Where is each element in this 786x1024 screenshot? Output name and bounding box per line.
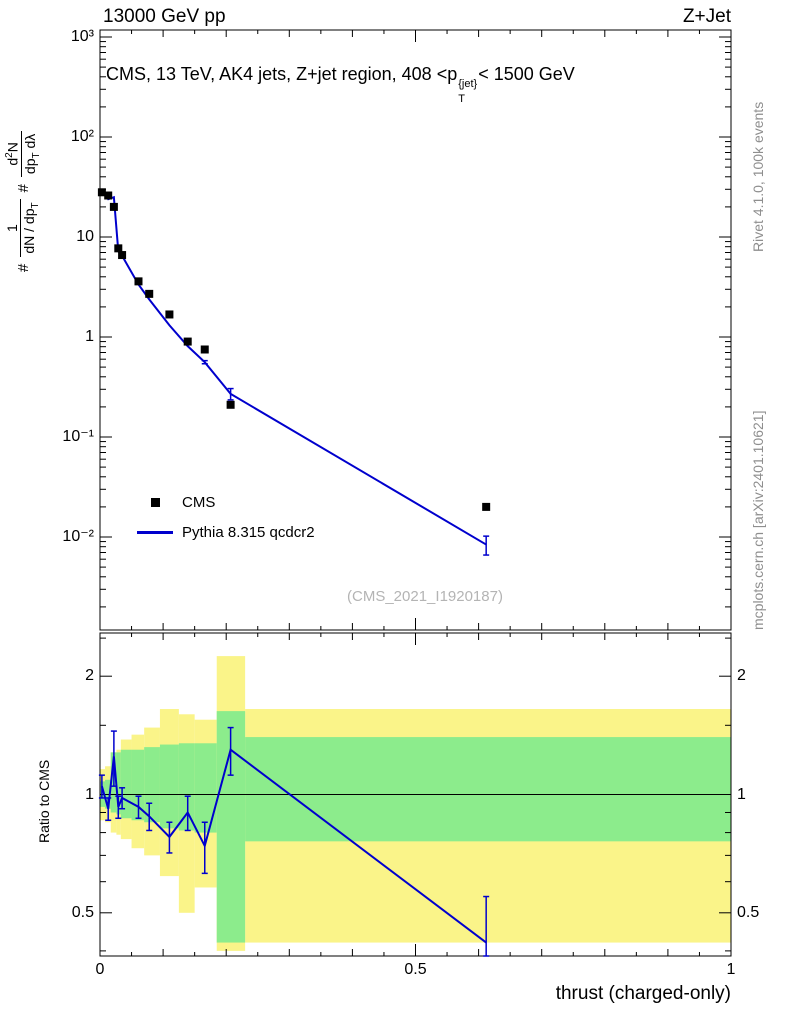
cms-data-point (118, 251, 127, 260)
pythia-curve (101, 189, 487, 546)
data-uncertainty-inner-band-bin (144, 747, 160, 823)
cms-data-point (165, 310, 174, 319)
legend: CMS Pythia 8.315 qcdcr2 (132, 487, 315, 547)
ylabel-frac2-num-text: d (4, 157, 21, 166)
cut-annotation: CMS, 13 TeV, AK4 jets, Z+jet region, 408… (106, 64, 575, 105)
cms-data-point (114, 244, 123, 253)
analysis-region-label: Z+Jet (682, 6, 731, 27)
main-y-tick-label: 10⁻² (62, 528, 94, 545)
beam-energy-label: 13000 GeV pp (103, 6, 226, 27)
ylabel-frac1-den-sub: T (30, 202, 42, 209)
main-y-tick-label: 10⁻¹ (62, 428, 94, 445)
legend-item-cms: CMS (132, 487, 315, 517)
cms-data-point (134, 277, 143, 286)
ylabel-frac2-den-tail: dλ (21, 133, 38, 153)
cms-data-point (145, 289, 154, 298)
main-y-tick-label: 10² (70, 128, 94, 145)
data-uncertainty-inner-band-bin (194, 743, 217, 833)
legend-label-cms: CMS (182, 493, 216, 511)
x-tick-label: 0.5 (404, 961, 427, 978)
pythia-line-swatch (132, 530, 178, 534)
cms-data-point (97, 188, 106, 197)
ylabel-frac2-numerator: d2N (4, 139, 21, 168)
ratio-y-tick-label-right: 2 (737, 667, 746, 685)
cms-data-point (109, 202, 118, 211)
mcplots-reference-note: mcplots.cern.ch [arXiv:2401.10621] (750, 410, 766, 630)
data-uncertainty-inner-band-bin (120, 749, 132, 819)
data-uncertainty-inner-band-bin (116, 752, 121, 815)
cms-data-point (183, 337, 192, 346)
ylabel-frac2-num-tail: N (4, 142, 21, 153)
main-y-tick-label: 10³ (70, 28, 94, 45)
ylabel-hash-2: # (14, 184, 32, 193)
data-uncertainty-inner-band-bin (178, 743, 195, 831)
pt-jet-superscript: {jet} (458, 78, 478, 90)
legend-item-pythia: Pythia 8.315 qcdcr2 (132, 517, 315, 547)
cms-data-point (226, 400, 235, 409)
ylabel-frac1-numerator: 1 (4, 224, 21, 232)
analysis-id-watermark: (CMS_2021_I1920187) (347, 588, 503, 605)
cut-annotation-suffix: < 1500 GeV (478, 64, 575, 84)
cms-data-point (200, 345, 209, 354)
ylabel-fraction-2: d2N dpT dλ (4, 130, 43, 178)
ylabel-frac1-denominator: dN / dpT (20, 199, 42, 257)
pt-jet-subscript: T (458, 93, 465, 105)
data-uncertainty-inner-band-bin (159, 744, 179, 829)
main-y-tick-label: 10 (76, 228, 94, 245)
ylabel-frac2-den-text: dp (21, 158, 38, 175)
pt-jet-stack: {jet} T (458, 79, 477, 105)
cms-data-point (104, 191, 113, 200)
ratio-curve (100, 748, 487, 944)
data-uncertainty-inner-band-bin (245, 737, 731, 842)
ratio-y-tick-label-right: 1 (737, 785, 746, 803)
ratio-y-axis-title: Ratio to CMS (36, 759, 52, 843)
cut-annotation-prefix: CMS, 13 TeV, AK4 jets, Z+jet region, 408… (106, 64, 458, 84)
ylabel-frac1-den-text: dN / dp (21, 208, 38, 254)
cms-marker-swatch (132, 497, 178, 507)
ratio-y-tick-label-left: 0.5 (71, 903, 94, 921)
line-marker-icon (137, 530, 173, 534)
ylabel-fraction-1: 1 dN / dpT (4, 199, 42, 257)
x-tick-label: 0 (95, 961, 105, 978)
legend-label-pythia: Pythia 8.315 qcdcr2 (182, 523, 315, 541)
cms-data-point (482, 502, 491, 511)
ratio-y-tick-label-left: 2 (85, 667, 94, 685)
ylabel-hash-1: # (14, 263, 32, 272)
x-tick-label: 1 (726, 961, 736, 978)
square-marker-icon (150, 497, 160, 507)
main-y-tick-label: 1 (85, 328, 94, 345)
x-axis-title: thrust (charged-only) (555, 983, 731, 1004)
ylabel-frac2-denominator: dpT dλ (20, 130, 43, 178)
ratio-y-tick-label-right: 0.5 (737, 903, 760, 921)
data-uncertainty-inner-band-bin (131, 749, 145, 821)
main-y-axis-title: # 1 dN / dpT # d2N dpT dλ (4, 130, 43, 272)
ylabel-frac2-num-sup: 2 (4, 152, 15, 158)
rivet-version-note: Rivet 4.1.0, 100k events (750, 101, 766, 252)
ylabel-frac2-den-sub: T (30, 152, 42, 159)
ratio-y-tick-label-left: 1 (85, 785, 94, 803)
